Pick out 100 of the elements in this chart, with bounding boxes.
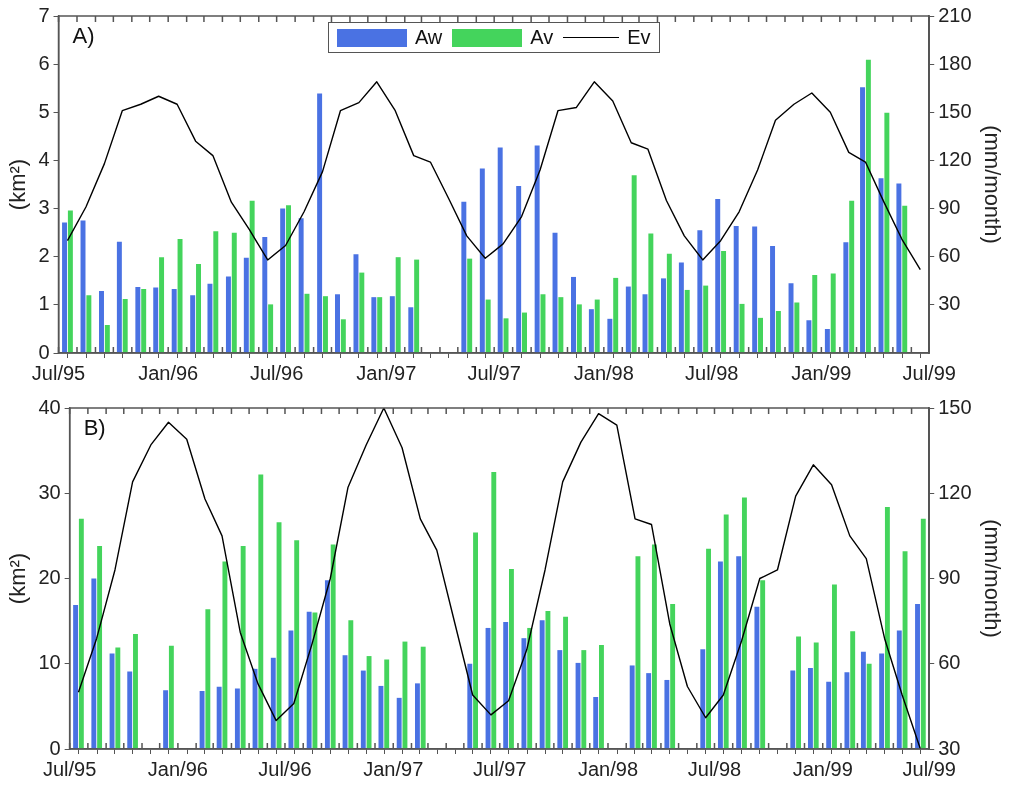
bar: [288, 630, 294, 749]
x-tick-label: Jul/98: [687, 757, 742, 780]
bar: [234, 688, 240, 749]
y2-tick-label: 60: [938, 651, 961, 674]
bar: [294, 540, 300, 749]
y-tick-label: 0: [49, 736, 61, 759]
bar: [360, 670, 366, 749]
bar: [207, 283, 213, 353]
bar: [516, 185, 522, 353]
y-tick-label: 4: [38, 147, 50, 170]
bar: [298, 218, 304, 353]
bar: [420, 646, 426, 749]
bar: [629, 665, 635, 749]
bar: [479, 168, 485, 353]
y-axis-title: (km²): [5, 552, 31, 605]
bar: [395, 257, 401, 353]
bar: [168, 645, 174, 749]
bar: [812, 275, 818, 353]
y-tick-label: 3: [38, 196, 50, 219]
y-tick-label: 6: [38, 51, 50, 74]
bar: [775, 311, 781, 353]
bar: [163, 690, 169, 749]
bar: [613, 277, 619, 353]
bar: [651, 544, 657, 749]
y2-tick-label: 90: [938, 196, 961, 219]
bar: [706, 548, 711, 749]
bar: [99, 290, 104, 353]
bar: [396, 697, 402, 749]
bar: [843, 242, 849, 353]
y2-axis-title: (mm/month): [979, 125, 1005, 244]
bar: [522, 312, 527, 353]
bar: [461, 201, 467, 353]
bar: [896, 630, 902, 749]
bar: [491, 471, 497, 749]
bar: [594, 299, 600, 353]
bar: [661, 278, 666, 353]
y2-tick-label: 150: [938, 395, 972, 418]
bar: [467, 258, 473, 353]
bar: [599, 645, 604, 749]
bar: [473, 532, 478, 749]
x-tick-label: Jul/95: [42, 757, 97, 780]
bar: [243, 257, 249, 353]
bar: [723, 514, 729, 749]
bar: [552, 232, 558, 353]
bar: [678, 262, 684, 353]
legend-label: Aw: [414, 26, 443, 49]
bar: [581, 650, 587, 749]
x-tick-label: Jan/97: [356, 361, 417, 384]
y-tick-label: 1: [38, 292, 50, 315]
bar: [527, 627, 533, 749]
bar: [703, 285, 709, 353]
bar: [865, 59, 871, 353]
bar: [171, 288, 177, 353]
bar: [322, 296, 328, 353]
bar: [414, 683, 420, 749]
bar: [205, 609, 211, 749]
bar: [109, 653, 115, 749]
bar: [86, 295, 92, 353]
y2-tick-label: 120: [938, 147, 972, 170]
bar: [896, 183, 902, 353]
y-tick-label: 10: [38, 651, 61, 674]
bar: [262, 236, 268, 353]
bar: [902, 551, 908, 749]
x-tick-label: Jul/96: [258, 757, 312, 780]
bar: [860, 87, 866, 353]
y-tick-label: 30: [38, 480, 61, 503]
bar: [824, 328, 830, 353]
bar: [539, 620, 545, 749]
bar: [159, 257, 165, 353]
bar: [330, 544, 336, 749]
bar: [850, 631, 856, 749]
bar: [607, 318, 613, 353]
bar: [879, 653, 885, 749]
bar: [317, 93, 323, 353]
x-tick-label: Jan/99: [791, 361, 852, 384]
x-tick-label: Jan/98: [573, 361, 634, 384]
bar: [758, 317, 763, 353]
y2-tick-label: 30: [938, 292, 961, 315]
bar: [545, 610, 551, 749]
bar: [806, 320, 812, 353]
bar: [717, 561, 723, 749]
bar: [378, 685, 384, 749]
bar: [576, 304, 582, 353]
bar: [353, 254, 359, 353]
bar: [231, 232, 237, 353]
bar: [571, 276, 576, 353]
x-tick-label: Jan/98: [577, 757, 639, 780]
bar: [844, 672, 850, 749]
bar: [666, 253, 672, 353]
bar: [97, 546, 103, 749]
y2-tick-label: 90: [938, 566, 961, 589]
bar: [770, 246, 776, 353]
bar: [348, 620, 354, 749]
bar: [340, 319, 346, 353]
bar: [177, 238, 183, 353]
y2-tick-label: 210: [938, 3, 972, 26]
bar: [213, 231, 219, 353]
bar: [377, 297, 383, 353]
bar: [240, 546, 246, 749]
bar: [625, 286, 631, 353]
